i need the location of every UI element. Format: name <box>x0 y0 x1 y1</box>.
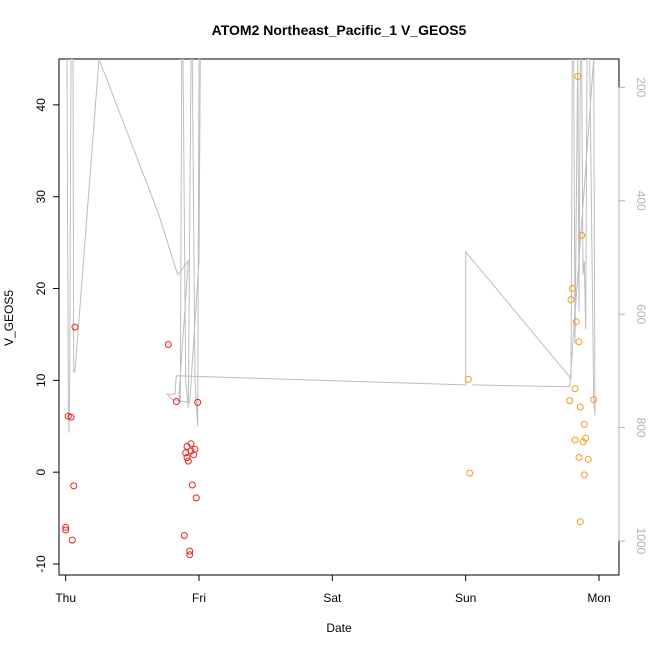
data-point <box>188 481 196 489</box>
data-point <box>580 420 588 428</box>
data-point <box>590 396 598 404</box>
right-tick-label: 200 <box>634 77 648 97</box>
data-point <box>580 471 588 479</box>
data-point <box>62 526 70 534</box>
data-point <box>191 445 199 453</box>
data-point <box>567 296 575 304</box>
data-point <box>571 385 579 393</box>
data-point <box>67 413 75 421</box>
data-point <box>574 72 582 80</box>
data-point <box>172 398 180 405</box>
data-point <box>187 440 195 448</box>
x-axis: Thu Fri Sat Sun Mon <box>55 574 611 605</box>
right-tick-label: 600 <box>634 304 648 324</box>
right-tick-label: 400 <box>634 191 648 211</box>
altitude-track-line <box>66 59 596 433</box>
x-tick-label: Sun <box>455 591 476 605</box>
x-tick-label: Thu <box>55 591 76 605</box>
data-point <box>186 547 194 555</box>
data-points <box>62 72 598 559</box>
data-point <box>70 482 78 490</box>
y-tick-label: 0 <box>34 469 48 476</box>
data-point <box>571 436 579 444</box>
data-point <box>183 454 191 461</box>
data-point <box>568 285 576 292</box>
x-tick-label: Mon <box>587 591 610 605</box>
y-axis-label: V_GEOS5 <box>2 290 16 346</box>
data-point <box>584 455 592 463</box>
data-point <box>164 341 172 348</box>
data-point <box>576 403 584 411</box>
data-point <box>578 231 586 239</box>
right-axis: 200 400 600 800 1000 <box>618 77 648 555</box>
y-tick-label: 10 <box>34 373 48 387</box>
y-tick-label: 30 <box>34 190 48 204</box>
data-point <box>575 454 583 461</box>
y-tick-label: -10 <box>34 555 48 573</box>
data-point <box>464 375 472 383</box>
data-point <box>575 338 583 346</box>
right-tick-label: 1000 <box>634 528 648 555</box>
altitude-track <box>66 59 596 433</box>
data-point <box>572 318 580 326</box>
data-point <box>566 397 574 405</box>
y-tick-label: 40 <box>34 98 48 112</box>
data-point <box>68 536 76 544</box>
chart-title: ATOM2 Northeast_Pacific_1 V_GEOS5 <box>212 22 467 38</box>
x-tick-label: Fri <box>192 591 206 605</box>
y-tick-label: 20 <box>34 282 48 296</box>
data-point <box>71 323 79 331</box>
data-point <box>194 398 202 406</box>
data-point <box>192 494 200 502</box>
data-point <box>62 523 70 531</box>
x-tick-label: Sat <box>323 591 342 605</box>
data-point <box>576 518 584 526</box>
x-axis-label: Date <box>326 621 352 635</box>
y-axis: -10 0 10 20 30 40 <box>34 98 60 573</box>
data-point <box>582 434 590 442</box>
data-point <box>180 532 188 539</box>
data-point <box>466 469 474 477</box>
data-point <box>186 551 194 559</box>
right-tick-label: 800 <box>634 418 648 438</box>
plot-frame <box>58 58 620 576</box>
data-point <box>184 457 192 465</box>
